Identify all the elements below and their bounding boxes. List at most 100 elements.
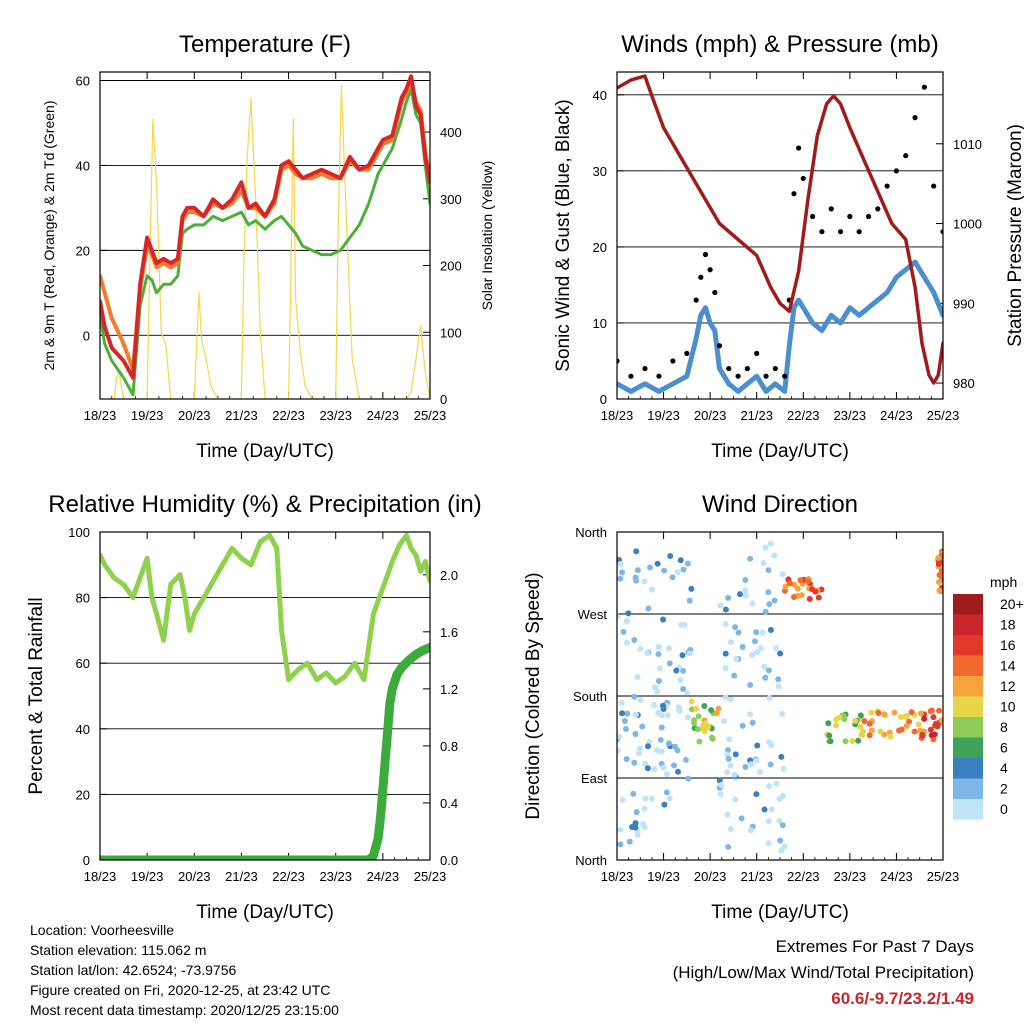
direction-point [680, 667, 687, 674]
direction-point [732, 751, 739, 758]
direction-point [911, 728, 918, 735]
direction-point [684, 560, 691, 567]
direction-point [686, 650, 693, 657]
gust-point [707, 267, 713, 273]
legend-label: 10 [1000, 699, 1016, 715]
direction-point [656, 665, 663, 672]
direction-point [742, 587, 749, 594]
legend-swatch [953, 717, 983, 738]
legend-label: 20+ [1000, 596, 1024, 612]
direction-point [700, 722, 707, 729]
direction-point [674, 569, 681, 576]
legend-swatch [953, 614, 983, 635]
direction-point [935, 554, 942, 561]
direction-point [790, 593, 797, 600]
relative-humidity-line [100, 532, 430, 686]
direction-point [858, 731, 865, 738]
direction-point [932, 722, 939, 729]
y-tick-label: 20 [76, 787, 90, 802]
direction-point [875, 709, 882, 716]
direction-point [722, 606, 729, 613]
direction-point [748, 761, 755, 768]
x-tick-label: 21/23 [740, 408, 773, 423]
direction-series [617, 540, 943, 854]
extremes-box: Extremes For Past 7 Days (High/Low/Max W… [673, 934, 974, 1012]
y-tick-label: 20 [76, 243, 90, 258]
legend-label: 16 [1000, 637, 1016, 653]
gust-point [796, 145, 802, 151]
direction-point [634, 567, 641, 574]
gust-point [875, 206, 881, 212]
direction-point [637, 696, 644, 703]
direction-point [891, 709, 898, 716]
gust-point [800, 175, 806, 182]
direction-point [620, 628, 627, 635]
direction-point [766, 739, 773, 746]
direction-point [670, 762, 677, 769]
direction-point [644, 765, 651, 772]
direction-point [656, 644, 663, 651]
direction-point [731, 672, 738, 679]
x-tick-label: 23/23 [834, 408, 867, 423]
direction-point [725, 755, 732, 762]
legend-swatch [953, 799, 983, 820]
y-axis-label: 2m & 9m T (Red, Orange) & 2m Td (Green) [41, 101, 57, 371]
x-tick-label: 25/23 [927, 869, 960, 884]
x-axis-label: Time (Day/UTC) [711, 441, 849, 462]
direction-point [695, 713, 702, 720]
temperature-series [100, 74, 430, 399]
direction-point [766, 783, 773, 790]
y-tick-label: North [575, 853, 607, 868]
direction-point [761, 663, 768, 670]
direction-point [780, 765, 787, 772]
gust-point [847, 213, 853, 220]
gust-point [763, 373, 769, 379]
direction-point [765, 589, 772, 596]
y-tick-label: 60 [76, 656, 90, 671]
gust-point [810, 213, 816, 220]
direction-point [631, 636, 638, 643]
direction-point [666, 660, 673, 667]
direction-point [921, 715, 928, 722]
legend-label: 18 [1000, 617, 1016, 633]
direction-point [633, 809, 640, 816]
direction-point [726, 736, 733, 743]
direction-point [642, 760, 649, 767]
direction-point [742, 763, 749, 770]
y2-tick-label: 200 [440, 259, 462, 274]
direction-point [778, 753, 785, 760]
direction-point [636, 750, 643, 757]
y-tick-label: 40 [76, 158, 90, 173]
x-tick-label: 23/23 [834, 869, 867, 884]
direction-point [736, 591, 743, 598]
direction-point [777, 837, 784, 844]
direction-point [761, 806, 768, 813]
wind-speed-legend: mph 20+ 18 16 14 12 10 8 6 4 2 0 [953, 574, 1024, 820]
direction-point [927, 726, 934, 733]
direction-point [765, 840, 772, 847]
direction-point [779, 822, 786, 829]
direction-point [623, 756, 630, 763]
y2-tick-label: 990 [953, 296, 975, 311]
direction-point [637, 645, 644, 652]
temp9m-line [100, 78, 430, 372]
direction-point [915, 721, 922, 728]
y-tick-label: 10 [593, 316, 607, 331]
direction-point [887, 733, 894, 740]
gust-point [837, 229, 844, 235]
y2-tick-label: 980 [953, 376, 975, 391]
y-tick-label: 100 [68, 525, 90, 540]
direction-point [815, 594, 822, 601]
x-tick-label: 19/23 [131, 869, 164, 884]
legend-label: 14 [1000, 658, 1016, 674]
direction-point [618, 699, 625, 706]
direction-point [759, 629, 766, 636]
direction-point [632, 574, 639, 581]
direction-point [798, 592, 805, 599]
x-tick-label: 24/23 [880, 408, 913, 423]
gust-point [702, 251, 709, 258]
x-axis-label: Time (Day/UTC) [196, 902, 334, 923]
direction-point [868, 709, 875, 716]
direction-point [868, 727, 875, 734]
direction-point [766, 601, 773, 608]
